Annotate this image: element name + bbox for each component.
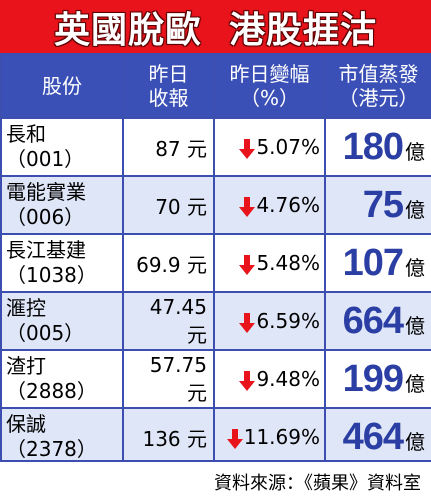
- stock-name: 保誠: [6, 412, 46, 436]
- stock-table: 股份 昨日 收報 昨日變幅 （%） 市值蒸發 （港元） 長和: [0, 53, 431, 467]
- cap-loss-value: 199: [342, 357, 404, 400]
- stock-name: 電能實業: [6, 180, 86, 204]
- stock-code: （005）: [6, 321, 85, 345]
- stock-name: 長江基建: [6, 238, 86, 262]
- change-cell: 6.59%: [213, 291, 326, 351]
- down-arrow-icon: [239, 138, 256, 159]
- table-row: 滙控 （005） 47.45 元 6.59% 664 億: [0, 291, 431, 351]
- cap-loss-unit: 億: [405, 255, 425, 280]
- header-cap-loss: 市值蒸發 （港元）: [324, 53, 431, 119]
- stock-code: （006）: [6, 205, 85, 229]
- header-stock-label: 股份: [42, 74, 82, 98]
- stock-cell: 滙控 （005）: [0, 291, 124, 351]
- change-value: 5.07%: [256, 135, 320, 159]
- cap-loss-value: 664: [342, 299, 404, 342]
- header-close-line1: 昨日: [148, 62, 189, 86]
- source-credit: 資料來源：《蘋果》資料室: [214, 473, 421, 494]
- cap-loss-unit: 億: [405, 197, 425, 222]
- cap-loss-value: 107: [342, 241, 404, 284]
- cap-loss-value: 75: [362, 183, 404, 226]
- cap-loss-unit: 億: [405, 371, 425, 396]
- down-arrow-icon: [239, 312, 256, 333]
- close-price: 57.75 元: [122, 349, 215, 409]
- close-price: 69.9 元: [122, 233, 215, 293]
- stock-code: （2888）: [6, 379, 97, 403]
- title-bar: 英國脫歐 港股捱沽: [0, 0, 431, 53]
- change-value: 6.59%: [256, 309, 320, 333]
- change-value: 9.48%: [256, 367, 320, 391]
- table-row: 電能實業 （006） 70 元 4.76% 75 億: [0, 175, 431, 235]
- change-cell: 5.07%: [213, 117, 326, 177]
- change-cell: 5.48%: [213, 233, 326, 293]
- cap-loss-cell: 664 億: [324, 291, 431, 351]
- table-header-row: 股份 昨日 收報 昨日變幅 （%） 市值蒸發 （港元）: [0, 53, 431, 119]
- header-change-line2: （%）: [239, 86, 299, 110]
- header-change: 昨日變幅 （%）: [213, 53, 326, 119]
- stock-code: （001）: [6, 147, 85, 171]
- close-price: 87 元: [122, 117, 215, 177]
- stock-cell: 保誠 （2378）: [0, 407, 124, 467]
- down-arrow-icon: [226, 428, 243, 449]
- stock-cell: 長江基建 （1038）: [0, 233, 124, 293]
- header-close-line2: 收報: [148, 86, 189, 110]
- close-price: 47.45 元: [122, 291, 215, 351]
- stock-code: （1038）: [6, 263, 97, 287]
- table-row: 渣打 （2888） 57.75 元 9.48% 199 億: [0, 349, 431, 409]
- change-value: 4.76%: [256, 193, 320, 217]
- table-row: 長和 （001） 87 元 5.07% 180 億: [0, 117, 431, 177]
- change-cell: 11.69%: [213, 407, 326, 467]
- header-stock: 股份: [0, 53, 124, 119]
- cap-loss-cell: 107 億: [324, 233, 431, 293]
- table-row: 長江基建 （1038） 69.9 元 5.48% 107 億: [0, 233, 431, 293]
- change-value: 5.48%: [256, 251, 320, 275]
- header-cap-loss-line2: （港元）: [338, 86, 419, 110]
- stock-cell: 渣打 （2888）: [0, 349, 124, 409]
- down-arrow-icon: [239, 254, 256, 275]
- source-footer: 資料來源：《蘋果》資料室: [0, 460, 431, 502]
- close-price: 70 元: [122, 175, 215, 235]
- cap-loss-unit: 億: [405, 429, 425, 454]
- cap-loss-unit: 億: [405, 313, 425, 338]
- cap-loss-cell: 199 億: [324, 349, 431, 409]
- table-row: 保誠 （2378） 136 元 11.69% 464 億: [0, 407, 431, 467]
- stock-name: 滙控: [6, 296, 46, 320]
- cap-loss-cell: 75 億: [324, 175, 431, 235]
- stock-name: 長和: [6, 122, 46, 146]
- down-arrow-icon: [239, 370, 256, 391]
- cap-loss-cell: 180 億: [324, 117, 431, 177]
- stock-code: （2378）: [6, 437, 97, 461]
- change-cell: 4.76%: [213, 175, 326, 235]
- header-cap-loss-line1: 市值蒸發: [338, 62, 419, 86]
- cap-loss-unit: 億: [405, 139, 425, 164]
- header-change-line1: 昨日變幅: [229, 62, 310, 86]
- change-cell: 9.48%: [213, 349, 326, 409]
- page-title: 英國脫歐 港股捱沽: [53, 9, 378, 51]
- cap-loss-cell: 464 億: [324, 407, 431, 467]
- stock-cell: 電能實業 （006）: [0, 175, 124, 235]
- cap-loss-value: 464: [342, 415, 404, 458]
- header-close: 昨日 收報: [122, 53, 215, 119]
- stock-name: 渣打: [6, 354, 46, 378]
- close-price: 136 元: [122, 407, 215, 467]
- down-arrow-icon: [239, 196, 256, 217]
- change-value: 11.69%: [243, 425, 320, 449]
- cap-loss-value: 180: [342, 125, 404, 168]
- stock-cell: 長和 （001）: [0, 117, 124, 177]
